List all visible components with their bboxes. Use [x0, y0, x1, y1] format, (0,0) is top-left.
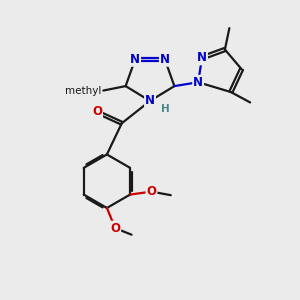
Text: O: O [146, 185, 157, 198]
Text: N: N [160, 53, 170, 66]
Text: O: O [110, 222, 120, 235]
Text: N: N [145, 94, 155, 107]
Text: N: N [197, 51, 207, 64]
Text: H: H [161, 104, 170, 114]
Text: O: O [92, 106, 102, 118]
Text: methyl: methyl [64, 86, 101, 96]
Text: N: N [130, 53, 140, 66]
Text: N: N [193, 76, 203, 89]
